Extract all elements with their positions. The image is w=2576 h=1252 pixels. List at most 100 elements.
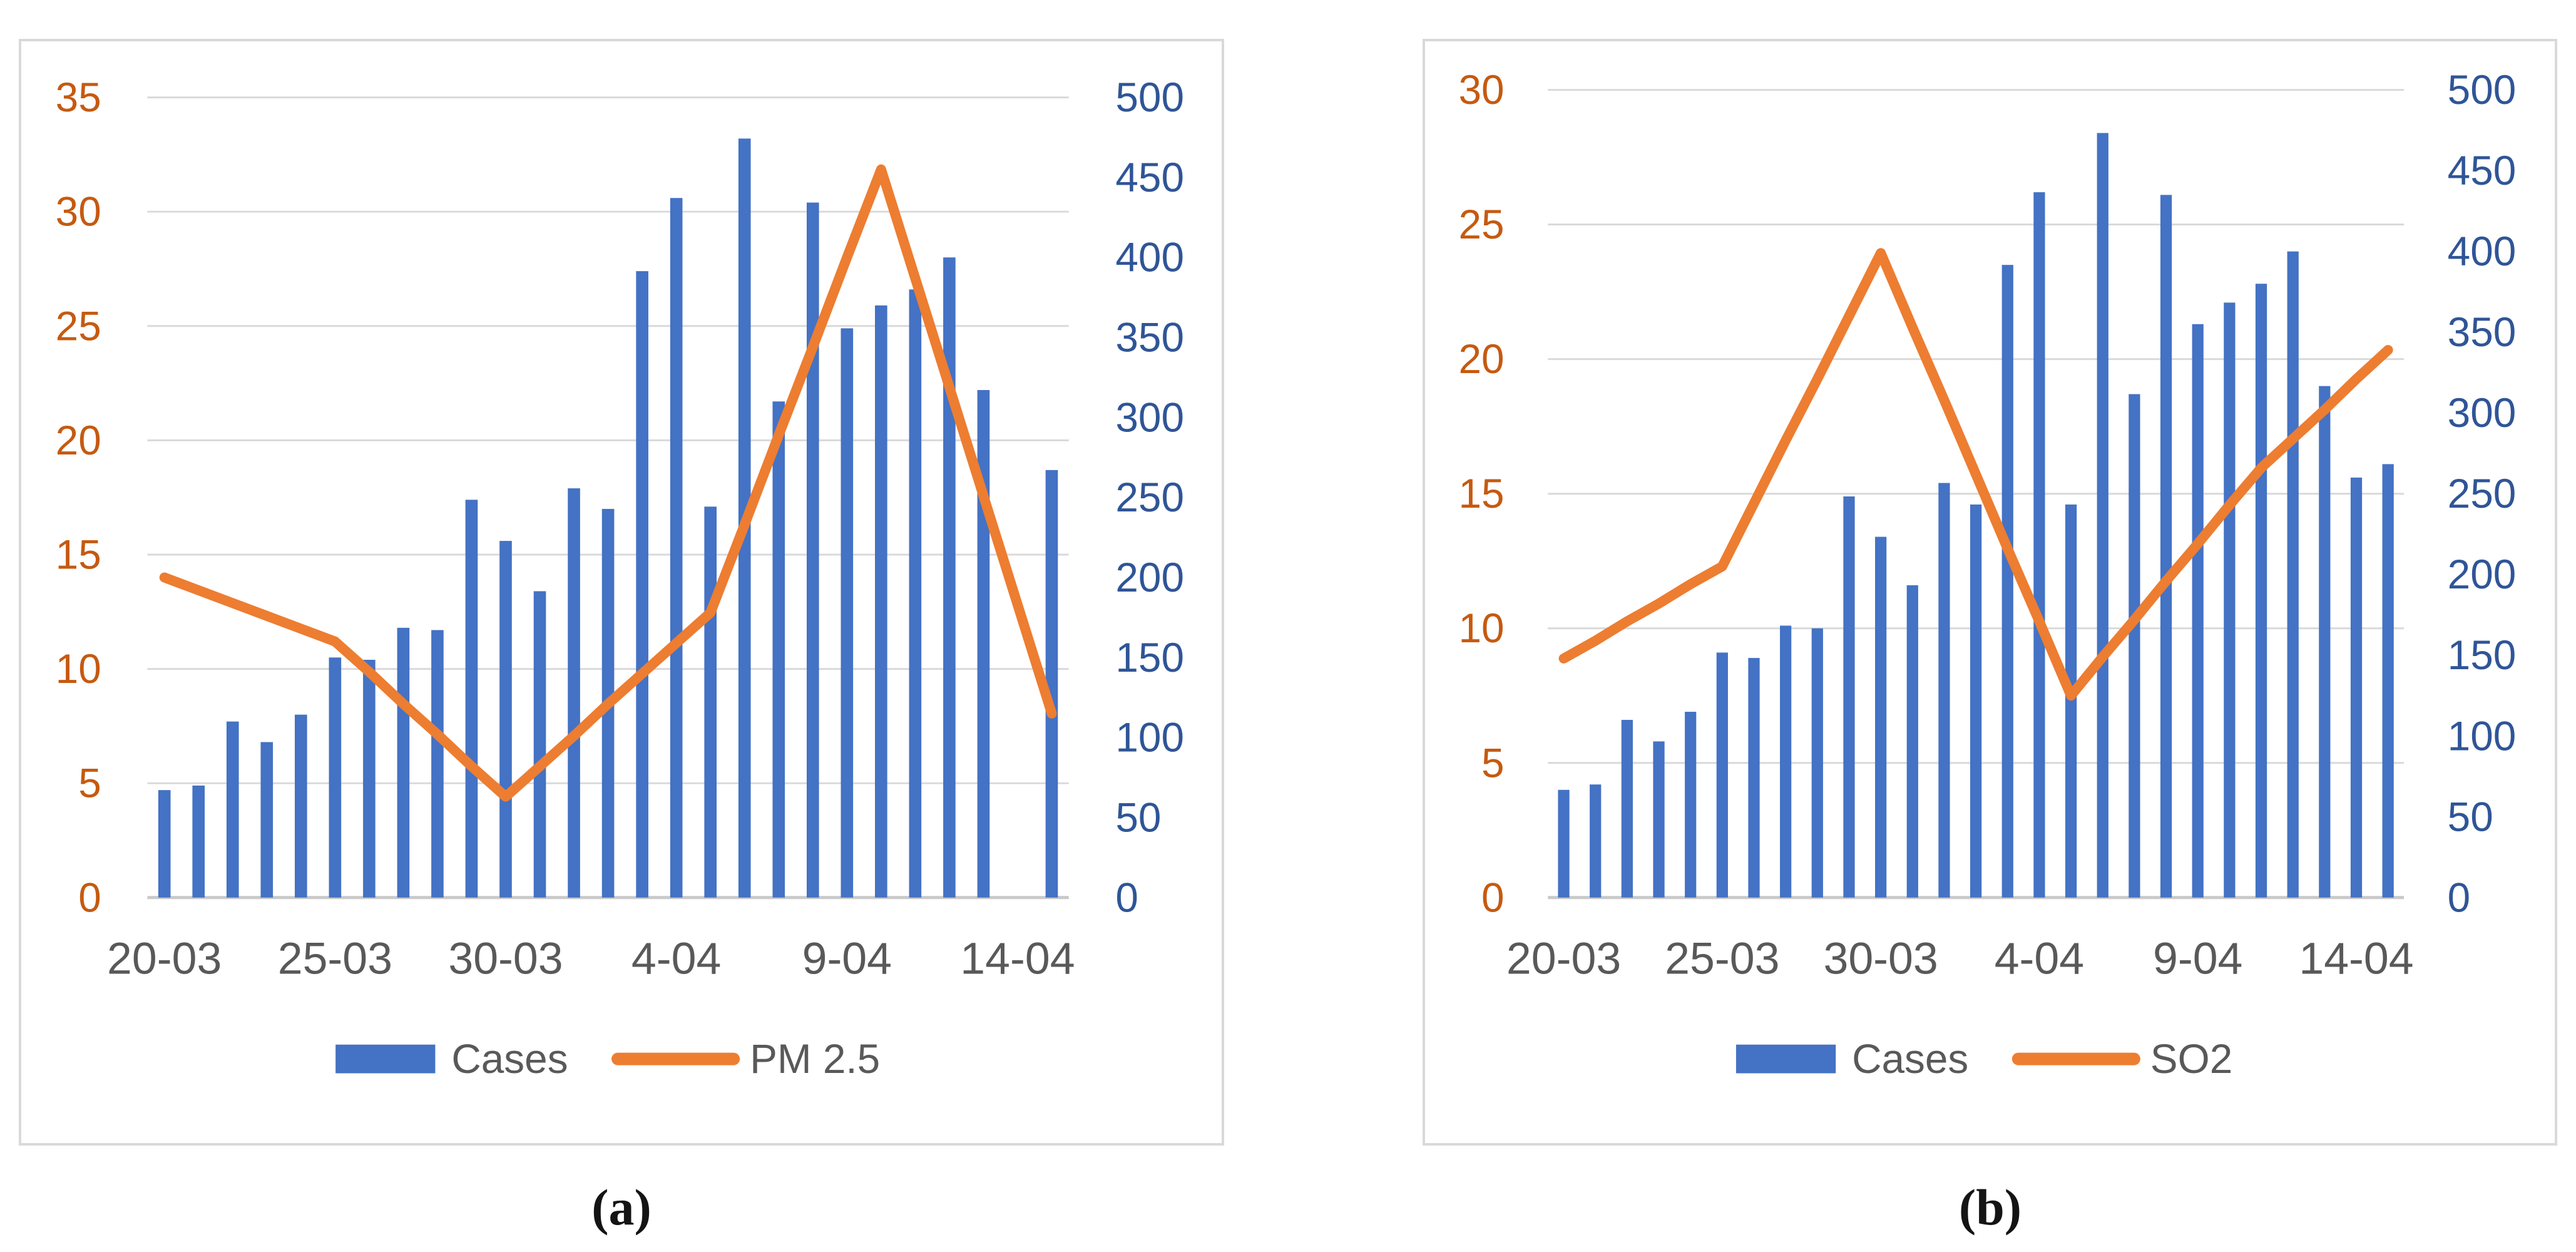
right-axis-tick-label: 200 bbox=[2448, 552, 2517, 597]
right-axis-tick-label: 50 bbox=[1115, 794, 1161, 840]
bar-cases bbox=[1045, 470, 1058, 898]
bar-cases bbox=[1970, 504, 1982, 898]
x-axis-tick-label: 14-04 bbox=[960, 933, 1075, 983]
right-axis-tick-label: 450 bbox=[1115, 155, 1184, 200]
bar-cases bbox=[1811, 628, 1823, 898]
left-axis-tick-label: 30 bbox=[56, 189, 101, 235]
bar-cases bbox=[192, 785, 205, 898]
bar-cases bbox=[2319, 386, 2331, 898]
left-axis-tick-label: 0 bbox=[1481, 875, 1505, 920]
x-axis-tick-label: 25-03 bbox=[1665, 933, 1779, 983]
bar-cases bbox=[875, 305, 887, 898]
x-axis-tick-label: 4-04 bbox=[631, 933, 721, 983]
right-axis-tick-label: 500 bbox=[1115, 74, 1184, 120]
legend-bar-swatch bbox=[1735, 1044, 1836, 1074]
caption-a: (a) bbox=[591, 1179, 652, 1236]
bar-cases bbox=[260, 742, 273, 898]
left-axis-tick-label: 25 bbox=[56, 303, 101, 349]
right-axis-tick-label: 300 bbox=[1115, 394, 1184, 440]
bar-cases bbox=[2192, 324, 2204, 898]
bar-cases bbox=[533, 591, 546, 898]
chart-b-svg: 0510152025300501001502002503003504004505… bbox=[1458, 67, 2517, 1082]
x-axis-tick-label: 30-03 bbox=[1823, 933, 1938, 983]
bar-cases bbox=[2160, 195, 2172, 898]
bar-cases bbox=[2287, 251, 2299, 898]
x-axis-tick-label: 9-04 bbox=[2153, 933, 2242, 983]
left-axis-tick-label: 10 bbox=[1458, 605, 1504, 651]
line-so2 bbox=[1558, 248, 2393, 701]
bar-cases bbox=[2224, 302, 2236, 898]
right-axis-tick-label: 250 bbox=[1115, 475, 1184, 520]
bar-cases bbox=[670, 198, 683, 898]
right-axis-tick-label: 350 bbox=[1115, 315, 1184, 361]
right-axis-tick-label: 0 bbox=[2448, 875, 2471, 920]
right-axis-tick-label: 200 bbox=[1115, 555, 1184, 600]
bar-cases bbox=[943, 257, 956, 898]
bar-cases bbox=[226, 721, 239, 898]
caption-b: (b) bbox=[1958, 1179, 2022, 1236]
bar-cases bbox=[806, 202, 819, 898]
bar-cases bbox=[1716, 652, 1728, 898]
chart-a-svg: 0510152025303505010015020025030035040045… bbox=[56, 74, 1184, 1082]
chart-panel-b: 0 5 10 15 20 25 30 0 50 100 150 200 250 300 350 400 450 5… bbox=[1423, 39, 2557, 1146]
bar-cases bbox=[2129, 394, 2140, 898]
right-axis-tick-label: 500 bbox=[2448, 67, 2517, 113]
bar-cases bbox=[1590, 784, 1602, 898]
bar-cases bbox=[2350, 477, 2363, 898]
bar-cases bbox=[1558, 789, 1570, 898]
bar-cases bbox=[329, 657, 342, 898]
right-axis-tick-label: 300 bbox=[2448, 390, 2517, 436]
right-axis-tick-label: 50 bbox=[2448, 794, 2493, 839]
bar-cases bbox=[2097, 133, 2108, 898]
bar-cases bbox=[295, 714, 307, 898]
bar-cases bbox=[2001, 265, 2013, 898]
right-axis-tick-label: 150 bbox=[1115, 635, 1184, 680]
right-axis-tick-label: 0 bbox=[1115, 875, 1138, 920]
right-axis-tick-label: 100 bbox=[1115, 715, 1184, 761]
legend-label-cases: Cases bbox=[451, 1036, 568, 1082]
x-axis-tick-label: 9-04 bbox=[802, 933, 892, 983]
bar-cases bbox=[841, 328, 854, 898]
right-axis-tick-label: 350 bbox=[2448, 309, 2517, 355]
line-pm25 bbox=[159, 164, 1057, 802]
bar-cases bbox=[772, 401, 785, 898]
legend-label-cases: Cases bbox=[1852, 1036, 1968, 1082]
legend-bar-swatch bbox=[335, 1044, 436, 1074]
x-axis-tick-label: 4-04 bbox=[1995, 933, 2084, 983]
bar-cases bbox=[2065, 504, 2077, 898]
bar-cases bbox=[1653, 741, 1665, 898]
left-axis-tick-label: 15 bbox=[1458, 471, 1504, 516]
bar-cases bbox=[1906, 585, 1918, 898]
bar-cases bbox=[1938, 483, 1950, 898]
legend-label-so2: SO2 bbox=[2150, 1036, 2232, 1082]
bar-cases bbox=[568, 488, 580, 898]
left-axis-tick-label: 10 bbox=[56, 646, 101, 692]
bar-cases bbox=[1843, 496, 1855, 898]
bar-cases bbox=[2382, 464, 2394, 898]
bar-cases bbox=[2033, 192, 2045, 898]
legend-label-pm25: PM 2.5 bbox=[750, 1036, 880, 1082]
bar-cases bbox=[499, 541, 512, 898]
chart-panel-a: 0 5 10 15 20 25 30 35 0 50 100 150 200 250 300 350 400 45… bbox=[19, 39, 1224, 1146]
right-axis-tick-label: 100 bbox=[2448, 713, 2517, 759]
left-axis-tick-label: 20 bbox=[56, 418, 101, 463]
right-axis-tick-label: 400 bbox=[2448, 228, 2517, 274]
x-axis-tick-label: 30-03 bbox=[448, 933, 563, 983]
left-axis-tick-label: 25 bbox=[1458, 202, 1504, 247]
bar-cases bbox=[1780, 625, 1792, 898]
right-axis-tick-label: 400 bbox=[1115, 235, 1184, 280]
bar-cases bbox=[1685, 712, 1697, 898]
left-axis-tick-label: 5 bbox=[78, 761, 101, 806]
bar-cases bbox=[1875, 536, 1887, 898]
bar-cases bbox=[1621, 719, 1633, 898]
left-axis-tick-label: 20 bbox=[1458, 336, 1504, 382]
bar-cases bbox=[1748, 658, 1760, 898]
left-axis-tick-label: 0 bbox=[78, 875, 101, 920]
bar-cases bbox=[363, 659, 376, 898]
x-axis-tick-label: 25-03 bbox=[278, 933, 392, 983]
left-axis-tick-label: 5 bbox=[1481, 740, 1505, 786]
right-axis-tick-label: 450 bbox=[2448, 148, 2517, 193]
x-axis-tick-label: 14-04 bbox=[2299, 933, 2413, 983]
bar-cases bbox=[465, 500, 478, 898]
right-axis-tick-label: 250 bbox=[2448, 471, 2517, 516]
